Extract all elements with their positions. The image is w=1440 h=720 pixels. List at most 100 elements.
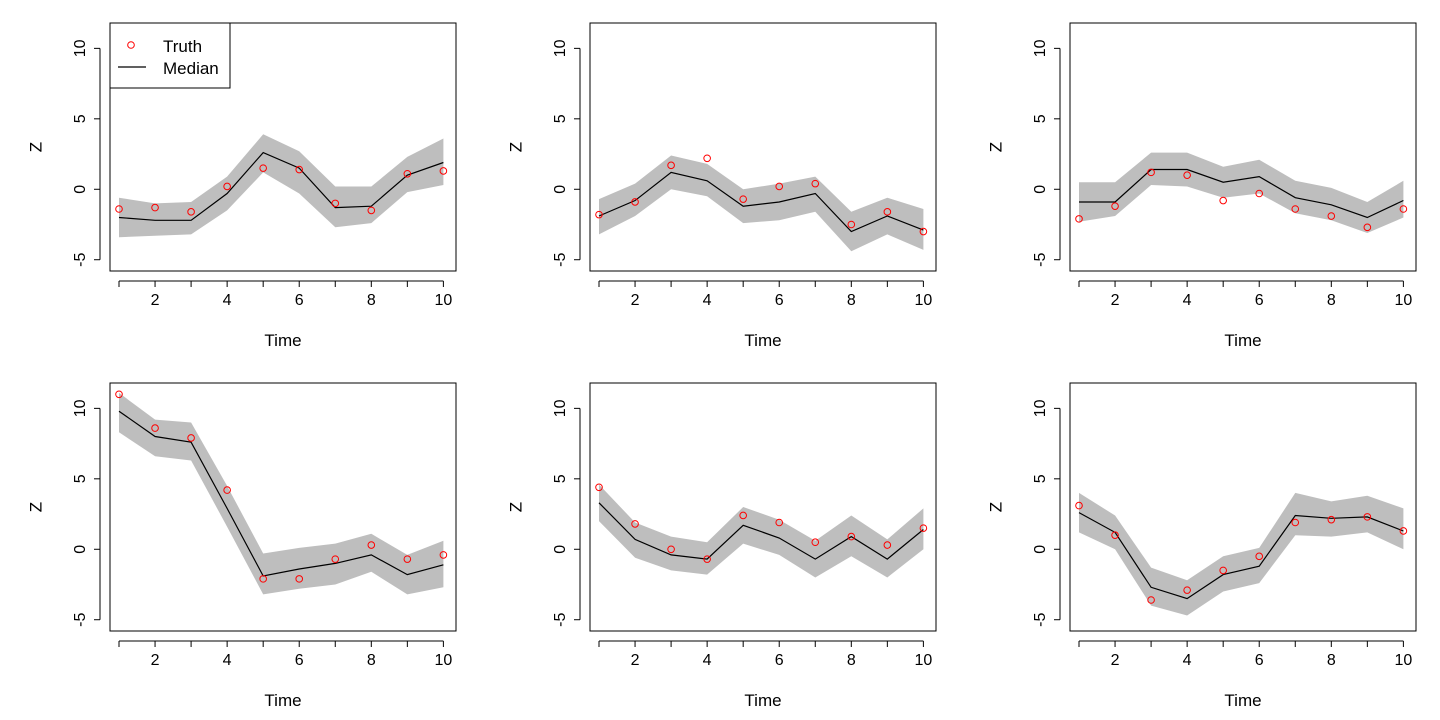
truth-point — [847, 532, 856, 541]
x-tick-label: 10 — [914, 292, 932, 309]
truth-point — [631, 198, 639, 206]
truth-point — [367, 541, 376, 549]
truth-point — [811, 538, 820, 547]
truth-point — [331, 555, 340, 563]
truth-point — [775, 182, 784, 191]
truth-point — [1147, 596, 1155, 604]
truth-point — [1183, 171, 1191, 179]
plot-box — [1069, 22, 1417, 272]
y-tick-label: 10 — [1032, 39, 1049, 57]
median-line — [1079, 168, 1404, 219]
x-tick-label: 8 — [367, 652, 376, 669]
x-tick-label: 8 — [367, 292, 376, 309]
truth-point — [295, 165, 304, 174]
median-line — [118, 410, 444, 577]
x-tick-label: 4 — [1183, 292, 1192, 309]
truth-point — [223, 182, 231, 191]
truth-point — [595, 483, 603, 492]
y-tick-label: 10 — [552, 399, 569, 417]
x-tick-label: 6 — [295, 652, 304, 669]
truth-point — [1111, 531, 1119, 539]
truth-point — [1363, 513, 1372, 521]
y-axis-label: Z — [986, 502, 1005, 512]
y-tick-label: -5 — [552, 613, 569, 627]
x-tick-label: 6 — [775, 292, 784, 309]
plot-box — [109, 22, 457, 272]
x-tick-label: 2 — [1111, 292, 1120, 309]
y-tick-label: 0 — [72, 185, 89, 194]
credible-band — [119, 134, 444, 238]
truth-point — [1075, 501, 1083, 510]
truth-point — [1075, 215, 1083, 223]
truth-point — [847, 220, 856, 229]
legend-box — [109, 22, 231, 89]
panel-5: 2 4 6 8 10 -5 0 5 10 Time Z — [506, 382, 937, 710]
truth-point — [331, 199, 340, 208]
truth-point — [883, 541, 892, 549]
x-axis-label: Time — [744, 331, 781, 350]
truth-point — [739, 511, 747, 520]
y-tick-label: 5 — [72, 114, 89, 123]
x-axis-label: Time — [264, 691, 301, 710]
y-axis-label: Z — [26, 142, 45, 152]
x-tick-label: 2 — [631, 652, 640, 669]
truth-point — [1291, 518, 1300, 527]
truth-point — [367, 206, 376, 215]
x-axis-label: Time — [744, 691, 781, 710]
truth-point — [1399, 527, 1408, 535]
y-tick-label: 0 — [72, 545, 89, 554]
x-tick-label: 10 — [434, 292, 452, 309]
truth-point — [775, 518, 784, 527]
panel-1: 2 4 6 8 10 -5 0 5 10 Time Z Truth Median — [26, 22, 457, 350]
x-tick-label: 6 — [1255, 292, 1264, 309]
truth-point — [439, 551, 448, 559]
truth-point — [595, 210, 603, 219]
truth-point — [151, 424, 159, 432]
x-tick-label: 10 — [1394, 292, 1412, 309]
x-tick-label: 10 — [914, 652, 932, 669]
truth-point — [223, 486, 231, 494]
truth-point — [403, 169, 412, 178]
plot-box — [589, 382, 937, 632]
legend-truth-marker — [127, 41, 135, 49]
truth-point — [883, 208, 892, 216]
truth-point — [295, 575, 304, 583]
median-line — [598, 502, 924, 560]
y-tick-label: -5 — [72, 613, 89, 627]
x-tick-label: 6 — [295, 292, 304, 309]
x-tick-label: 10 — [1394, 652, 1412, 669]
x-tick-label: 4 — [703, 652, 712, 669]
y-tick-label: -5 — [1032, 613, 1049, 627]
truth-point — [115, 390, 123, 399]
x-tick-label: 8 — [847, 292, 856, 309]
panel-6: 2 4 6 8 10 -5 0 5 10 Time Z — [986, 382, 1417, 710]
truth-point — [1399, 205, 1408, 213]
truth-point — [1147, 168, 1155, 177]
x-axis-label: Time — [264, 331, 301, 350]
truth-point — [259, 575, 267, 583]
truth-point — [187, 208, 195, 216]
x-tick-label: 4 — [1183, 652, 1192, 669]
x-tick-label: 6 — [1255, 652, 1264, 669]
y-tick-label: 0 — [1032, 185, 1049, 194]
y-axis-label: Z — [506, 142, 525, 152]
truth-point — [187, 434, 195, 442]
plot-box — [589, 22, 937, 272]
panel-3: 2 4 6 8 10 -5 0 5 10 Time Z — [986, 22, 1417, 350]
x-tick-label: 4 — [703, 292, 712, 309]
truth-point — [1219, 566, 1227, 575]
truth-point — [1183, 586, 1191, 594]
truth-point — [151, 203, 159, 212]
panel-4: 2 4 6 8 10 -5 0 5 10 Time Z — [26, 382, 457, 710]
x-tick-label: 8 — [847, 652, 856, 669]
legend: Truth Median — [109, 22, 231, 89]
truth-point — [259, 164, 267, 172]
truth-point — [115, 205, 123, 213]
truth-point — [1327, 212, 1336, 220]
truth-point — [439, 167, 448, 175]
y-tick-label: 5 — [552, 474, 569, 483]
truth-point — [703, 555, 711, 563]
median-line — [118, 151, 444, 221]
truth-point — [1255, 189, 1264, 198]
